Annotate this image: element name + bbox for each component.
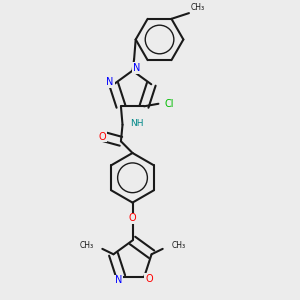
Text: O: O bbox=[145, 274, 153, 284]
Text: CH₃: CH₃ bbox=[172, 241, 186, 250]
Text: N: N bbox=[115, 275, 122, 286]
Text: NH: NH bbox=[130, 119, 144, 128]
Text: Cl: Cl bbox=[165, 99, 174, 109]
Text: CH₃: CH₃ bbox=[190, 2, 205, 11]
Text: O: O bbox=[98, 131, 106, 142]
Text: O: O bbox=[129, 214, 136, 224]
Text: CH₃: CH₃ bbox=[79, 241, 93, 250]
Text: N: N bbox=[133, 63, 140, 73]
Text: N: N bbox=[106, 77, 114, 87]
